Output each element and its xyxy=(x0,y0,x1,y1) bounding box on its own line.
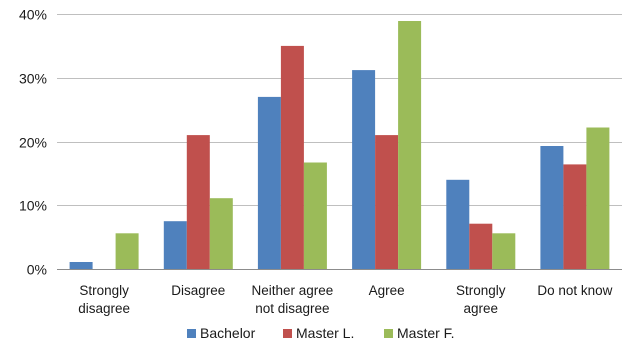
bar xyxy=(115,233,139,269)
legend-swatch xyxy=(283,329,292,338)
legend: Bachelor Master L. Master F. xyxy=(187,325,455,341)
x-axis-category-labels: Strongly disagree Disagree Neither agree not… xyxy=(78,283,612,316)
y-tick-label: 10% xyxy=(19,198,47,214)
bar xyxy=(163,221,187,269)
legend-swatch xyxy=(187,329,196,338)
x-category-label: Neither agree not disagree xyxy=(251,283,333,316)
bar xyxy=(186,135,210,269)
x-category-label: Strongly disagree xyxy=(78,283,130,316)
bar xyxy=(563,164,587,269)
y-tick-label: 0% xyxy=(27,262,47,278)
bars xyxy=(69,21,610,270)
bar xyxy=(586,127,610,269)
x-category-label: Do not know xyxy=(537,283,612,298)
bar xyxy=(69,262,93,269)
legend-entry-label: Bachelor xyxy=(200,325,256,341)
bar xyxy=(209,198,233,269)
gridlines xyxy=(57,14,622,206)
bar xyxy=(446,179,470,270)
y-tick-label: 20% xyxy=(19,135,47,151)
bar xyxy=(469,223,493,269)
bar xyxy=(492,233,516,269)
x-category-label: Strongly agree xyxy=(456,283,506,316)
legend-entry-label: Master L. xyxy=(296,325,354,341)
bar xyxy=(303,162,327,269)
bar xyxy=(280,45,304,270)
bar xyxy=(375,135,399,269)
bar xyxy=(398,21,422,269)
y-axis-tick-labels: 0% 10% 20% 30% 40% xyxy=(19,7,47,278)
y-tick-label: 30% xyxy=(19,71,47,87)
bar xyxy=(352,70,376,269)
bar xyxy=(257,96,281,270)
y-tick-label: 40% xyxy=(19,7,47,23)
legend-entry-label: Master F. xyxy=(397,325,455,341)
x-category-label: Disagree xyxy=(171,283,225,298)
bar xyxy=(540,146,564,269)
legend-swatch xyxy=(384,329,393,338)
x-category-label: Agree xyxy=(369,283,405,298)
